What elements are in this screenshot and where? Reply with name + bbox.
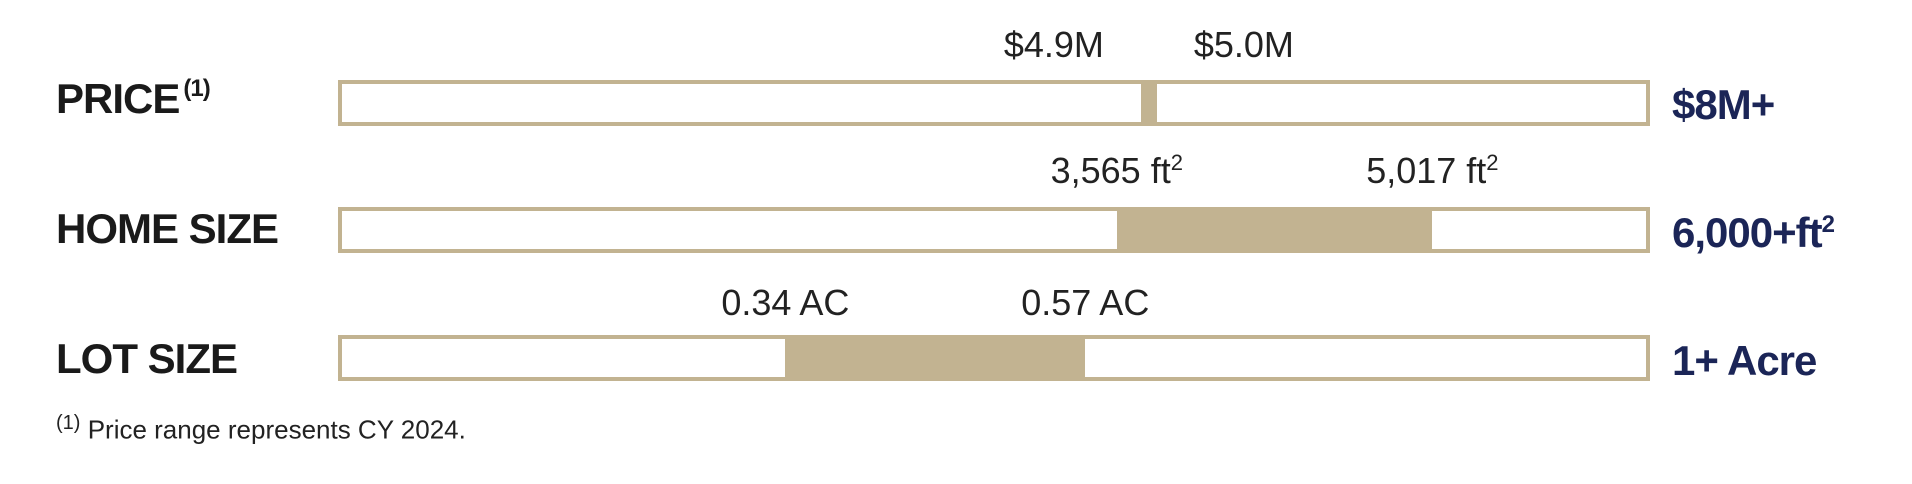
bar-fill-price	[1140, 84, 1157, 122]
range-high-label-price: $5.0M	[1193, 24, 1294, 65]
row-label-price-footnote-marker: (1)	[183, 75, 210, 102]
bar-fill-lot-size	[785, 339, 1086, 377]
footnote-text: Price range represents CY 2024.	[87, 414, 466, 445]
row-label-price: PRICE (1)	[56, 75, 211, 122]
range-high-label-home-size: 5,017 ft2	[1366, 150, 1499, 191]
footnote-marker: (1)	[56, 412, 81, 434]
end-label-lot-size: 1+ Acre	[1672, 337, 1817, 384]
range-low-label-home-size: 3,565 ft2	[1050, 150, 1183, 191]
bar-track-price	[338, 80, 1650, 126]
bar-track-lot-size	[338, 335, 1650, 381]
bar-fill-home-size	[1116, 211, 1433, 249]
range-high-label-lot-size: 0.57 AC	[1021, 282, 1150, 323]
row-label-lot-size: LOT SIZE	[56, 335, 238, 382]
end-label-home-size: 6,000+ft2	[1672, 209, 1835, 256]
bar-track-home-size	[338, 207, 1650, 253]
end-label-price: $8M+	[1672, 81, 1775, 128]
row-label-home-size: HOME SIZE	[56, 205, 279, 252]
range-low-label-price: $4.9M	[1003, 24, 1104, 65]
footnote: (1) Price range represents CY 2024.	[56, 412, 466, 446]
range-low-label-lot-size: 0.34 AC	[721, 282, 850, 323]
